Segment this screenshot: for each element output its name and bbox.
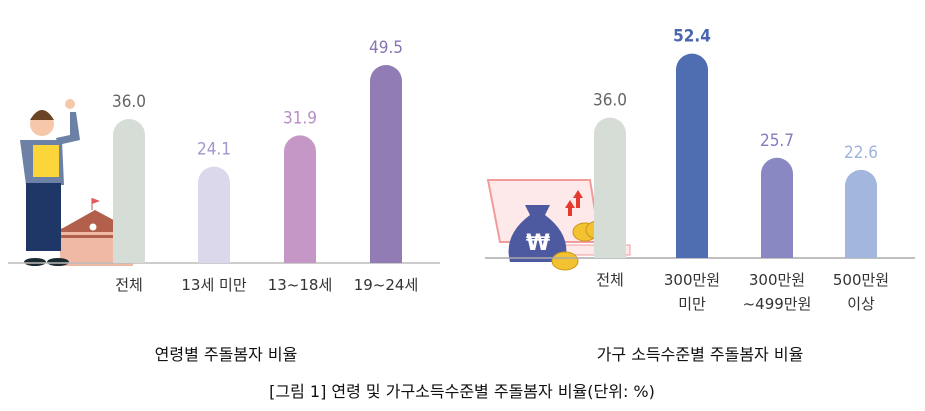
category-label: 이상 (847, 295, 875, 313)
category-label: 300만원 (664, 271, 720, 289)
category-label: ~499만원 (743, 295, 812, 313)
category-label: 전체 (115, 276, 143, 294)
category-label: 19~24세 (354, 276, 419, 294)
category-label: 13세 미만 (181, 276, 246, 294)
data-label: 36.0 (593, 91, 627, 111)
bar (845, 169, 877, 258)
bar (284, 135, 316, 263)
bar (113, 119, 145, 263)
category-label: 미만 (678, 295, 706, 313)
data-label: 49.5 (369, 38, 403, 58)
category-label: 300만원 (749, 271, 805, 289)
data-label: 22.6 (844, 143, 878, 163)
student-illustration (20, 99, 80, 266)
money-bag-won-illustration: ₩ (508, 205, 567, 262)
data-label: 25.7 (760, 131, 794, 151)
data-label: 24.1 (197, 140, 231, 160)
bar (594, 117, 626, 258)
bar (761, 157, 793, 258)
svg-text:₩: ₩ (526, 231, 550, 256)
bar (370, 65, 402, 263)
data-label: 31.9 (283, 108, 317, 128)
category-label: 13~18세 (268, 276, 333, 294)
figure-caption: [그림 1] 연령 및 가구소득수준별 주돌봄자 비율(단위: %) (269, 382, 655, 401)
category-label: 500만원 (833, 271, 889, 289)
bar (676, 53, 708, 258)
category-label: 전체 (596, 271, 624, 289)
bar (198, 166, 230, 263)
data-label: 52.4 (673, 27, 711, 47)
data-label: 36.0 (112, 92, 146, 112)
right-chart-title: 가구 소득수준별 주돌봄자 비율 (596, 345, 804, 364)
left-chart-title: 연령별 주돌봄자 비율 (154, 345, 298, 364)
